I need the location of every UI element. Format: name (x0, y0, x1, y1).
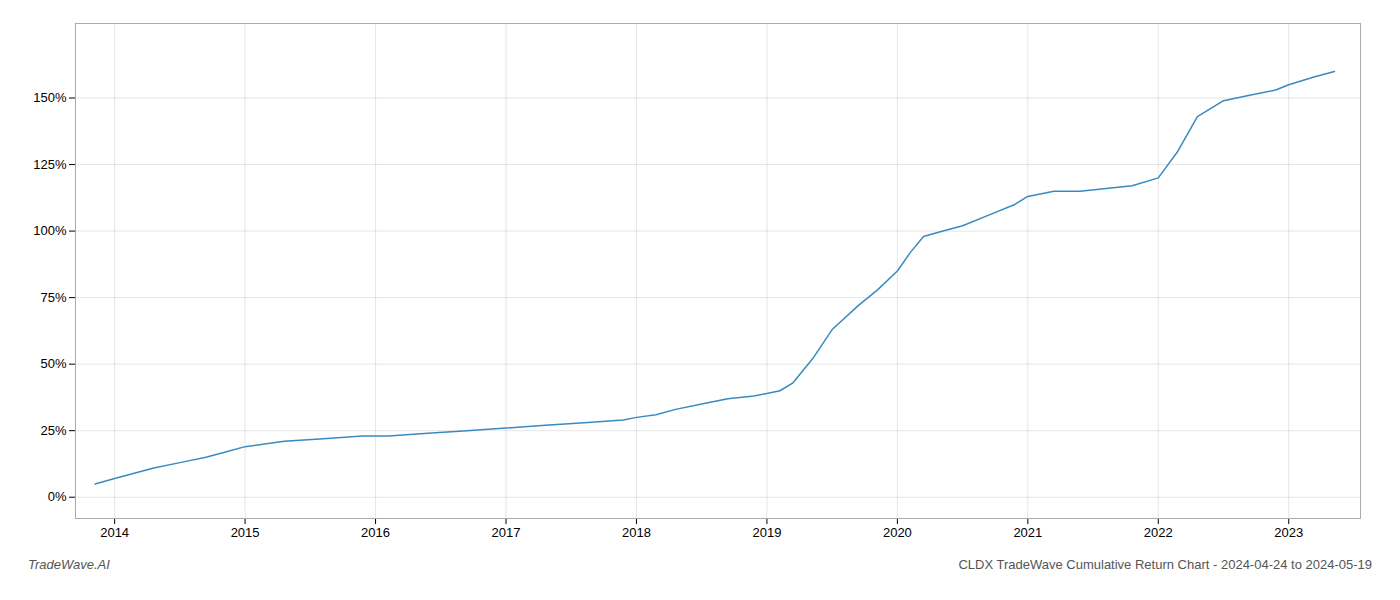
svg-text:2017: 2017 (492, 525, 521, 540)
svg-text:2018: 2018 (622, 525, 651, 540)
html-text:CLDX TradeWave Cumulative Retu: CLDX TradeWave Cumulative Return Chart -… (958, 557, 1372, 572)
svg-text:25%: 25% (40, 423, 66, 438)
svg-text:2016: 2016 (361, 525, 390, 540)
svg-text:150%: 150% (33, 90, 67, 105)
svg-text:0%: 0% (48, 489, 67, 504)
svg-text:50%: 50% (40, 356, 66, 371)
html-text:TradeWave.AI: TradeWave.AI (28, 557, 110, 572)
svg-text:100%: 100% (33, 223, 67, 238)
svg-text:2019: 2019 (752, 525, 781, 540)
svg-text:2023: 2023 (1274, 525, 1303, 540)
svg-text:2021: 2021 (1013, 525, 1042, 540)
svg-text:125%: 125% (33, 157, 67, 172)
svg-text:2015: 2015 (231, 525, 260, 540)
svg-text:2022: 2022 (1144, 525, 1173, 540)
svg-text:2014: 2014 (100, 525, 129, 540)
svg-text:75%: 75% (40, 290, 66, 305)
svg-text:2020: 2020 (883, 525, 912, 540)
